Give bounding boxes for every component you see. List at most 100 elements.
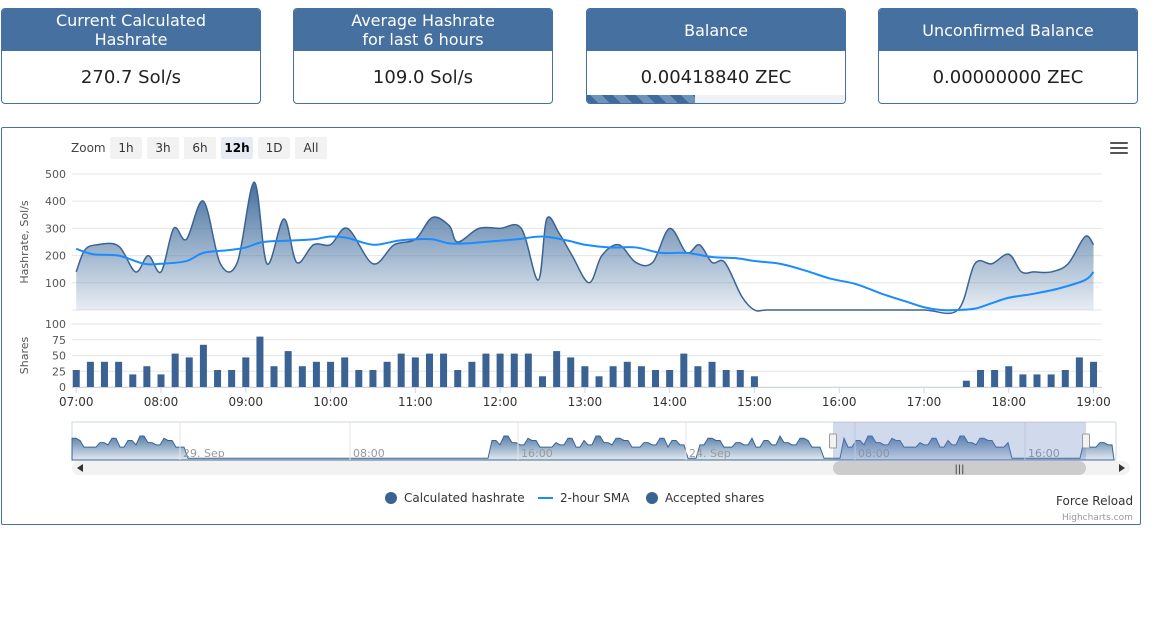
share-bar — [1075, 357, 1083, 387]
share-bar — [157, 374, 165, 387]
share-bar — [581, 366, 589, 387]
force-reload-button[interactable]: Force Reload — [1056, 494, 1134, 508]
zoom-6h-button[interactable]: 6h — [184, 137, 216, 159]
legend-dot — [646, 492, 658, 504]
share-bar — [595, 376, 603, 387]
card-value: 270.7 Sol/s — [80, 66, 182, 88]
share-bar — [199, 344, 207, 387]
highcharts-credits-link[interactable]: Highcharts.com — [1062, 513, 1133, 523]
share-bar — [355, 369, 363, 387]
balance-card: Balance 0.00418840 ZEC — [586, 8, 846, 104]
share-bar — [567, 357, 575, 387]
card-title: Current Calculated Hashrate — [2, 9, 260, 51]
legend-calculated-hashrate[interactable]: Calculated hashrate — [385, 491, 525, 505]
scrollbar-thumb[interactable] — [833, 461, 1086, 475]
zoom-1d-button[interactable]: 1D — [258, 137, 290, 159]
share-bar — [1061, 369, 1069, 387]
share-bar — [228, 369, 236, 387]
share-bar — [397, 353, 405, 387]
navigator-handle[interactable] — [829, 433, 837, 449]
x-tick-label: 07:00 — [59, 395, 94, 409]
balance-progress-fill — [587, 95, 696, 103]
share-bar — [708, 361, 716, 387]
share-bar — [129, 374, 137, 387]
share-bar — [651, 369, 659, 387]
share-bar — [1005, 366, 1013, 387]
scrollbar-right-arrow-icon[interactable] — [1119, 464, 1125, 472]
share-bar — [185, 357, 193, 387]
share-bar — [1090, 361, 1098, 387]
zoom-all-button[interactable]: All — [295, 137, 327, 159]
share-bar — [270, 366, 278, 387]
share-bar — [454, 369, 462, 387]
share-bar — [369, 369, 377, 387]
y-tick-label: 300 — [45, 222, 66, 235]
y-tick-label: 500 — [45, 168, 66, 181]
hashrate-chart: 100 200 300 400 500 0 25 50 75 100 Hashrate, Sol/s… — [18, 168, 1130, 475]
card-value: 0.00000000 ZEC — [932, 66, 1084, 88]
share-bar — [256, 336, 264, 387]
share-bar — [425, 353, 433, 387]
x-tick-label: 18:00 — [991, 395, 1026, 409]
legend-line — [538, 497, 553, 499]
share-bar — [1033, 374, 1041, 387]
zoom-3h-button[interactable]: 3h — [147, 137, 179, 159]
navigator-label: 16:00 — [521, 447, 553, 460]
share-bar — [1019, 374, 1027, 387]
navigator-series — [71, 434, 1115, 461]
share-bar — [284, 351, 292, 387]
share-bar — [962, 380, 970, 387]
navigator-label: 24. Sep — [689, 447, 731, 460]
share-bar — [115, 361, 123, 387]
legend-accepted-shares[interactable]: Accepted shares — [646, 491, 764, 505]
share-bar — [722, 369, 730, 387]
share-bar — [510, 353, 518, 387]
share-bar — [524, 353, 532, 387]
share-bar — [666, 369, 674, 387]
legend-dot — [385, 492, 397, 504]
x-tick-label: 16:00 — [822, 395, 857, 409]
zoom-12h-button[interactable]: 12h — [221, 137, 253, 159]
y-axis-title: Hashrate, Sol/s — [18, 200, 31, 284]
share-bar — [171, 353, 179, 387]
x-tick-label: 08:00 — [144, 395, 179, 409]
share-bar — [341, 357, 349, 387]
hashrate-area — [76, 182, 1094, 314]
legend-2-hour-sma[interactable]: 2-hour SMA — [538, 491, 629, 505]
share-bar — [637, 366, 645, 387]
card-title: Balance — [587, 9, 845, 51]
share-bar — [694, 366, 702, 387]
share-bar — [100, 361, 108, 387]
y-tick-label: 100 — [45, 277, 66, 290]
navigator-label: 29. Sep — [183, 447, 225, 460]
share-bar — [736, 369, 744, 387]
scrollbar-grip-icon: ||| — [954, 464, 964, 475]
share-bar — [143, 366, 151, 387]
share-bar — [440, 353, 448, 387]
unconfirmed-balance-card: Unconfirmed Balance 0.00000000 ZEC — [878, 8, 1138, 104]
card-title: Unconfirmed Balance — [879, 9, 1137, 51]
navigator-label: 08:00 — [353, 447, 385, 460]
card-value: 0.00418840 ZEC — [640, 66, 792, 88]
share-bar — [750, 376, 758, 387]
share-bar — [298, 366, 306, 387]
share-bar — [482, 353, 490, 387]
zoom-1h-button[interactable]: 1h — [110, 137, 142, 159]
y-tick-label: 100 — [45, 318, 66, 331]
share-bar — [214, 369, 222, 387]
share-bar — [72, 369, 80, 387]
x-tick-label: 09:00 — [228, 395, 263, 409]
share-bar — [496, 353, 504, 387]
scrollbar-left-arrow-icon[interactable] — [77, 464, 83, 472]
chart-menu-icon[interactable] — [1110, 142, 1128, 156]
share-bar — [538, 376, 546, 387]
x-tick-label: 15:00 — [737, 395, 772, 409]
share-bar — [468, 361, 476, 387]
share-bar — [86, 361, 94, 387]
share-bar — [383, 361, 391, 387]
navigator-handle[interactable] — [1082, 433, 1090, 449]
share-bar — [312, 361, 320, 387]
share-bar — [680, 353, 688, 387]
y-axis-title: Shares — [18, 336, 31, 374]
x-tick-label: 13:00 — [568, 395, 603, 409]
